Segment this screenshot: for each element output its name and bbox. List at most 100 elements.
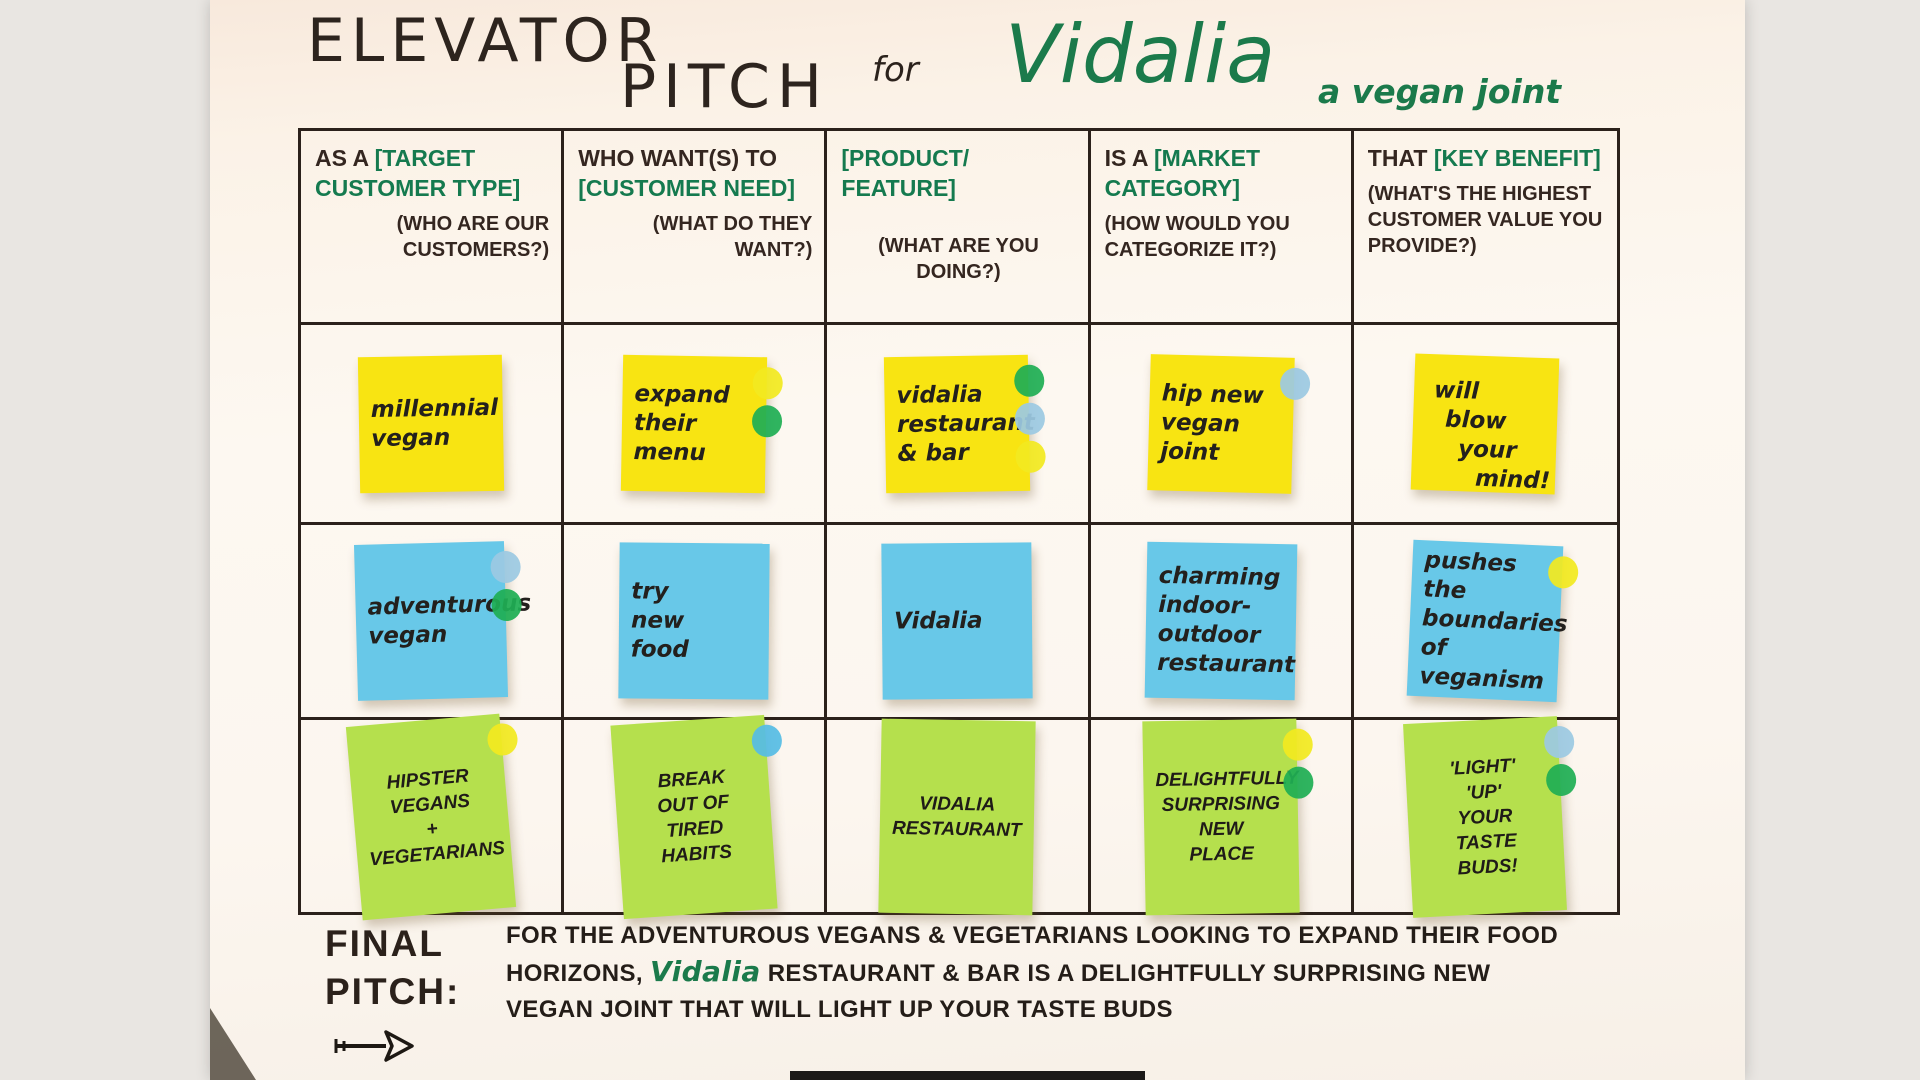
- yellow-dot-sticker[interactable]: [1282, 728, 1313, 761]
- header-question: (WHAT'S THE HIGHEST CUSTOMER VALUE YOU P…: [1367, 183, 1603, 257]
- title-pitch: PITCH: [620, 52, 830, 122]
- sticky-note[interactable]: charming indoor-outdoor restaurant: [1144, 541, 1298, 701]
- header-prefix: THAT: [1367, 145, 1434, 171]
- whiteboard: ELEVATOR PITCH for Vidalia a vegan joint…: [210, 0, 1745, 1080]
- sticky-note[interactable]: Vidalia: [881, 542, 1034, 700]
- grid-cell: try new food: [564, 525, 828, 720]
- note-line: menu: [633, 437, 707, 466]
- note-line: will: [1434, 376, 1480, 405]
- yellow-dot-sticker[interactable]: [752, 366, 784, 400]
- grid-cell: hip new vegan joint: [1090, 325, 1354, 525]
- sticky-note[interactable]: hip new vegan joint: [1146, 353, 1311, 494]
- note-line: new: [631, 606, 685, 634]
- sticky-note[interactable]: millennial vegan: [357, 354, 505, 493]
- note-line: vegan: [371, 424, 451, 452]
- note-line: expand: [634, 379, 731, 408]
- green-dot-sticker[interactable]: [1545, 763, 1578, 797]
- header-bracket: [PRODUCT/ FEATURE]: [841, 145, 970, 201]
- grid-cell: expand their menu: [564, 325, 828, 525]
- green-dot-sticker[interactable]: [752, 404, 783, 438]
- brand-name: Vidalia: [1005, 8, 1276, 101]
- note-line: PLACE: [1188, 843, 1254, 866]
- note-line: vegan: [1160, 408, 1240, 437]
- pitch-grid: AS A [TARGET CUSTOMER TYPE] (WHO ARE OUR…: [298, 128, 1620, 921]
- sticky-note[interactable]: HIPSTER VEGANS + VEGETARIANS: [345, 713, 519, 921]
- final-pitch-text: FOR THE ADVENTUROUS VEGANS & VEGETARIANS…: [506, 918, 1576, 1028]
- blue-dot-sticker[interactable]: [490, 550, 522, 584]
- column-header-key-benefit: THAT [KEY BENEFIT] (WHAT'S THE HIGHEST C…: [1353, 131, 1617, 325]
- pitch-text-after: RESTAURANT & BAR IS A DELIGHTFULLY SURPR…: [506, 960, 1491, 1023]
- header-bracket: [CUSTOMER NEED]: [578, 175, 795, 201]
- note-line: restaurant: [897, 408, 1036, 438]
- header-prefix: WHO WANT(S) TO: [578, 145, 778, 171]
- final-pitch-label-line2: PITCH:: [325, 971, 461, 1012]
- blue-dot-sticker[interactable]: [1015, 401, 1046, 435]
- header-question: (HOW WOULD YOU CATEGORIZE IT?): [1104, 213, 1290, 261]
- yellow-dot-sticker[interactable]: [1547, 555, 1580, 590]
- note-line: your: [1458, 435, 1518, 464]
- note-line: their: [634, 408, 697, 437]
- sticky-note[interactable]: BREAK OUT OF TIRED HABITS: [610, 714, 784, 920]
- grid-cell: BREAK OUT OF TIRED HABITS: [564, 714, 828, 920]
- note-line: SURPRISING: [1161, 792, 1280, 817]
- sticky-note[interactable]: expand their menu: [621, 354, 784, 493]
- sticky-note[interactable]: VIDALIA RESTAURANT: [878, 718, 1037, 916]
- column-header-customer-need: WHO WANT(S) TO [CUSTOMER NEED] (WHAT DO …: [564, 131, 828, 325]
- pitch-brand: Vidalia: [650, 955, 761, 988]
- note-line: NEW: [1198, 818, 1244, 841]
- blue-dot-sticker[interactable]: [1279, 367, 1311, 400]
- note-line: restaurant: [1156, 649, 1295, 679]
- final-pitch-label: FINAL PITCH:: [325, 920, 460, 1016]
- grid-cell: Vidalia: [827, 525, 1091, 720]
- note-line: food: [630, 635, 690, 663]
- blue-dot-sticker[interactable]: [1543, 725, 1576, 759]
- green-dot-sticker[interactable]: [1282, 766, 1314, 799]
- note-line: & bar: [897, 438, 970, 467]
- header-question: (WHAT DO THEY WANT?): [652, 213, 813, 261]
- green-dot-sticker[interactable]: [1014, 363, 1046, 397]
- yellow-dot-sticker[interactable]: [1015, 439, 1047, 473]
- note-line: RESTAURANT: [892, 817, 1023, 842]
- yellow-dot-sticker[interactable]: [486, 722, 519, 757]
- grid-cell: HIPSTER VEGANS + VEGETARIANS: [301, 713, 565, 921]
- header-bracket: [MARKET CATEGORY]: [1104, 145, 1261, 201]
- header-question: (WHO ARE OUR CUSTOMERS?): [396, 213, 550, 261]
- sticky-note[interactable]: vidalia restaurant & bar: [884, 354, 1047, 493]
- title-elevator: ELEVATOR: [307, 6, 664, 76]
- column-header-target-customer: AS A [TARGET CUSTOMER TYPE] (WHO ARE OUR…: [301, 131, 565, 325]
- header-question: (WHAT ARE YOU DOING?): [878, 235, 1039, 283]
- column-header-market-category: IS A [MARKET CATEGORY] (HOW WOULD YOU CA…: [1090, 131, 1354, 325]
- pitch-text-before: FOR THE ADVENTUROUS VEGANS & VEGETARIANS…: [506, 922, 1559, 987]
- title-for: for: [872, 50, 919, 90]
- sticky-note[interactable]: DELIGHTFULLY SURPRISING NEW PLACE: [1142, 718, 1314, 916]
- note-line: BUDS!: [1457, 854, 1519, 879]
- note-line: outdoor: [1157, 620, 1261, 649]
- grid-cell: charming indoor-outdoor restaurant: [1090, 525, 1354, 720]
- photo-corner-shadow: [210, 1008, 256, 1080]
- note-line: veganism: [1419, 662, 1545, 695]
- sticky-note[interactable]: pushes the boundaries of veganism: [1407, 539, 1580, 703]
- note-line: DELIGHTFULLY: [1154, 767, 1299, 792]
- skyblue-dot-sticker[interactable]: [751, 723, 784, 758]
- sticky-note[interactable]: will blow your mind!: [1411, 353, 1560, 494]
- note-line: hip new: [1161, 379, 1264, 409]
- sticky-note[interactable]: 'LIGHT' 'UP' YOUR TASTE BUDS!: [1403, 716, 1578, 918]
- right-arrow-icon: [334, 1030, 414, 1062]
- column-header-product-feature: [PRODUCT/ FEATURE] (WHAT ARE YOU DOING?): [827, 131, 1091, 325]
- header-prefix: IS A: [1104, 145, 1155, 171]
- sticky-note[interactable]: adventurous vegan: [354, 541, 532, 701]
- grid-cell: millennial vegan: [301, 325, 565, 525]
- final-pitch-label-line1: FINAL: [325, 923, 444, 964]
- note-line: try: [631, 577, 669, 605]
- grid-cell: DELIGHTFULLY SURPRISING NEW PLACE: [1091, 718, 1354, 916]
- grid-cell: pushes the boundaries of veganism: [1353, 525, 1617, 720]
- note-line: vegan: [368, 621, 448, 650]
- note-line: vidalia: [896, 380, 984, 409]
- header-bracket: [KEY BENEFIT]: [1433, 145, 1601, 171]
- note-line: adventurous: [367, 590, 532, 621]
- whiteboard-bottom-edge: [790, 1071, 1145, 1080]
- note-line: charming: [1158, 562, 1281, 592]
- note-line: VIDALIA: [919, 793, 996, 816]
- sticky-note[interactable]: try new food: [618, 542, 770, 700]
- brand-tagline: a vegan joint: [1318, 72, 1562, 111]
